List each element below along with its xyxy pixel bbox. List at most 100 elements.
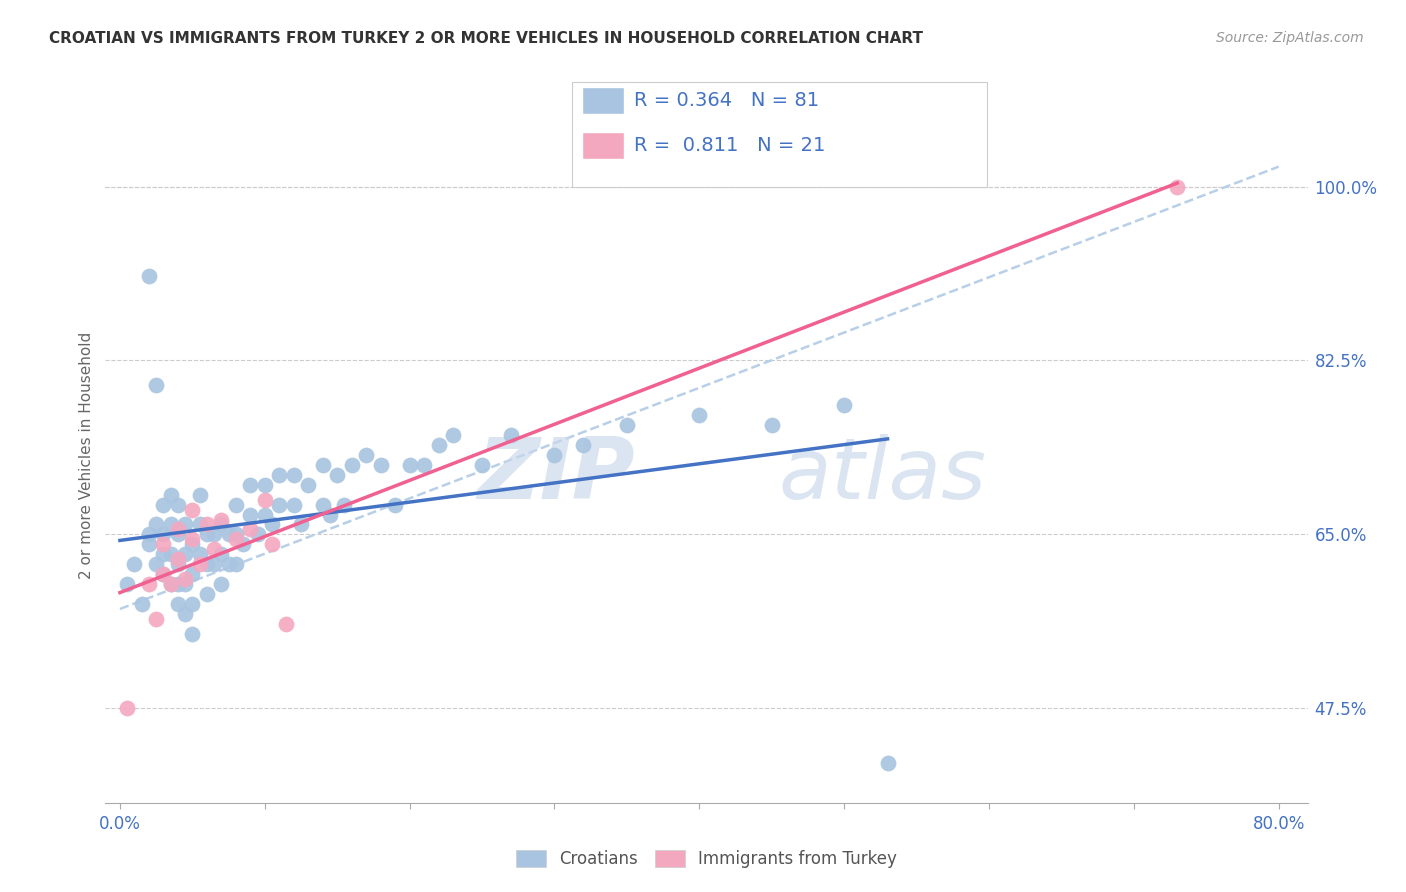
Point <box>319 508 342 522</box>
Point <box>159 577 181 591</box>
Point <box>152 567 174 582</box>
Point <box>124 558 146 572</box>
Point <box>354 448 377 462</box>
Point <box>167 527 190 541</box>
Text: R =  0.811   N = 21: R = 0.811 N = 21 <box>634 136 825 155</box>
Point <box>283 498 305 512</box>
Point <box>209 512 232 526</box>
Point <box>370 458 392 472</box>
Text: CROATIAN VS IMMIGRANTS FROM TURKEY 2 OR MORE VEHICLES IN HOUSEHOLD CORRELATION C: CROATIAN VS IMMIGRANTS FROM TURKEY 2 OR … <box>49 31 924 46</box>
Point <box>145 558 167 572</box>
Point <box>202 542 225 557</box>
Point <box>138 537 160 551</box>
Point <box>167 523 190 537</box>
Point <box>188 517 211 532</box>
Point <box>688 408 710 422</box>
Point <box>269 498 291 512</box>
Point <box>145 378 167 392</box>
Point <box>145 517 167 532</box>
Point <box>159 517 181 532</box>
Point <box>145 612 167 626</box>
Point <box>253 508 276 522</box>
Point <box>225 533 247 547</box>
Point <box>174 607 197 621</box>
Point <box>312 458 335 472</box>
Point <box>239 477 262 491</box>
Point <box>260 517 283 532</box>
Point <box>312 498 335 512</box>
Text: R = 0.364   N = 81: R = 0.364 N = 81 <box>634 91 820 111</box>
Point <box>159 577 181 591</box>
Point <box>174 517 197 532</box>
Point <box>441 428 464 442</box>
Point <box>253 477 276 491</box>
Point <box>283 467 305 482</box>
Point <box>138 268 160 283</box>
Point <box>195 517 218 532</box>
Point <box>188 488 211 502</box>
Point <box>167 597 190 611</box>
Point <box>181 502 204 516</box>
Point <box>115 701 138 715</box>
Point <box>152 537 174 551</box>
Point <box>188 547 211 561</box>
Point <box>413 458 436 472</box>
Point <box>239 508 262 522</box>
Point <box>290 517 312 532</box>
Text: Source: ZipAtlas.com: Source: ZipAtlas.com <box>1216 31 1364 45</box>
Point <box>209 577 232 591</box>
Point <box>239 523 262 537</box>
Point <box>225 527 247 541</box>
Point <box>616 418 638 433</box>
Point <box>195 558 218 572</box>
Point <box>246 527 269 541</box>
Point <box>471 458 494 472</box>
Point <box>181 537 204 551</box>
Point <box>138 527 160 541</box>
Point <box>174 547 197 561</box>
Point <box>167 552 190 566</box>
Point <box>276 616 298 631</box>
Text: ZIP: ZIP <box>477 434 634 517</box>
Point <box>174 577 197 591</box>
Point <box>384 498 406 512</box>
Point <box>138 577 160 591</box>
Point <box>427 438 450 452</box>
Point <box>202 527 225 541</box>
Point <box>195 587 218 601</box>
Point <box>115 577 138 591</box>
Point <box>499 428 522 442</box>
Point <box>209 547 232 561</box>
Y-axis label: 2 or more Vehicles in Household: 2 or more Vehicles in Household <box>79 331 94 579</box>
Point <box>174 572 197 586</box>
Point <box>181 627 204 641</box>
Text: atlas: atlas <box>779 434 987 517</box>
Point <box>152 567 174 582</box>
Point <box>832 398 855 412</box>
Point <box>761 418 783 433</box>
Point <box>543 448 565 462</box>
Point <box>326 467 349 482</box>
Point <box>398 458 420 472</box>
Point <box>152 527 174 541</box>
Point <box>260 537 283 551</box>
Point <box>181 567 204 582</box>
Point <box>159 488 181 502</box>
Point <box>167 498 190 512</box>
Point <box>340 458 363 472</box>
Point <box>152 498 174 512</box>
Point <box>1166 179 1188 194</box>
Point <box>209 517 232 532</box>
Point <box>152 547 174 561</box>
Point <box>167 558 190 572</box>
Point <box>572 438 595 452</box>
Point <box>188 558 211 572</box>
Point <box>225 498 247 512</box>
Point <box>181 597 204 611</box>
Point <box>159 547 181 561</box>
Legend: Croatians, Immigrants from Turkey: Croatians, Immigrants from Turkey <box>509 843 904 874</box>
Point <box>218 558 240 572</box>
Point <box>218 527 240 541</box>
Point <box>202 558 225 572</box>
Point <box>181 533 204 547</box>
